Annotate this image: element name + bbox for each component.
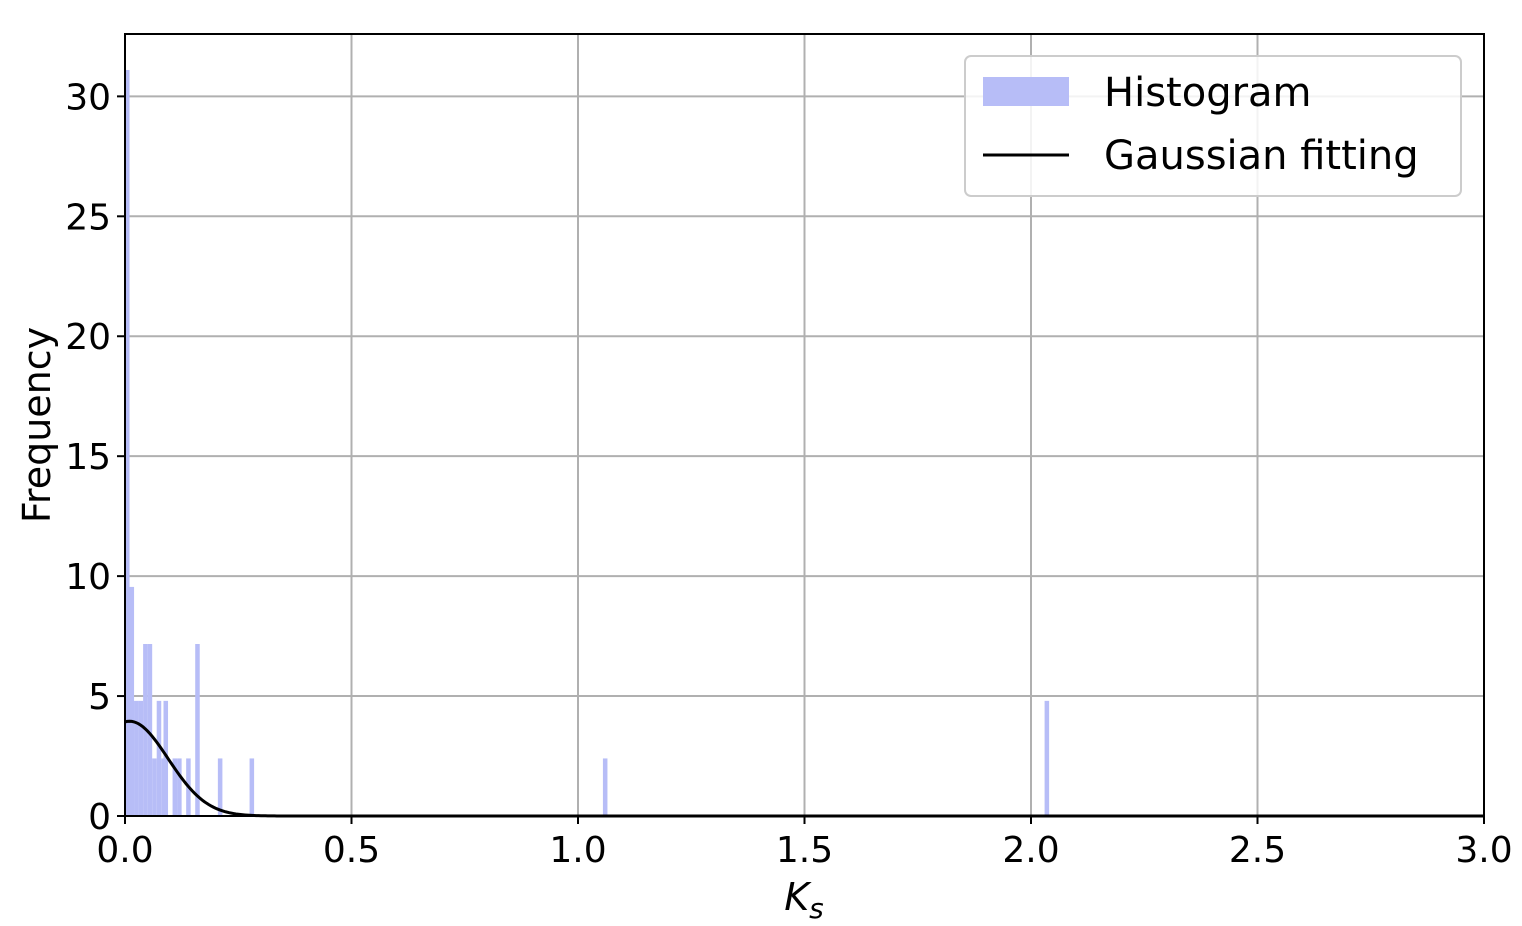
histogram-bar [602, 758, 608, 816]
y-axis-title: Frequency [15, 327, 59, 523]
histogram-bar [156, 700, 162, 816]
histogram-bar [163, 700, 169, 816]
y-tick-label: 10 [65, 557, 111, 598]
y-tick-label: 25 [65, 197, 111, 238]
histogram-bar [134, 700, 139, 816]
legend-swatch-histogram [983, 77, 1069, 106]
histogram-bar [195, 644, 200, 816]
histogram-bar [129, 586, 135, 816]
histogram-bar [172, 758, 178, 816]
x-tick-label: 1.5 [776, 830, 833, 871]
legend-box [964, 55, 1462, 197]
x-tick-label: 3.0 [1455, 830, 1512, 871]
legend-label-histogram: Histogram [1104, 70, 1312, 116]
histogram-bar [217, 758, 223, 816]
x-tick-label: 2.0 [1002, 830, 1059, 871]
y-tick-label: 20 [65, 317, 111, 358]
y-tick-label: 5 [88, 677, 111, 718]
histogram-bar [147, 644, 153, 816]
x-tick-label: 0.0 [96, 830, 153, 871]
y-tick-label: 30 [65, 77, 111, 118]
x-axis-title-subscript: s [809, 892, 824, 925]
x-tick-label: 1.0 [549, 830, 606, 871]
legend-label-gaussian: Gaussian fitting [1104, 133, 1419, 179]
histogram-bar [1044, 700, 1050, 816]
y-tick-label: 15 [65, 437, 111, 478]
legend: Histogram Gaussian fitting [964, 55, 1462, 197]
histogram-bar [138, 700, 144, 816]
x-axis-title-main: K [784, 875, 812, 919]
x-tick-label: 0.5 [323, 830, 380, 871]
x-axis-title: Ks [784, 875, 824, 925]
ticks: 0.0 0.5 1.0 1.5 2.0 2.5 3.0 0 5 10 15 20 25 30 [65, 77, 1512, 871]
histogram-bar [249, 758, 255, 816]
y-tick-label: 0 [88, 797, 111, 838]
x-tick-label: 2.5 [1229, 830, 1286, 871]
histogram-bar [152, 758, 157, 816]
histogram-bar [177, 758, 182, 816]
histogram-bar [125, 69, 130, 817]
